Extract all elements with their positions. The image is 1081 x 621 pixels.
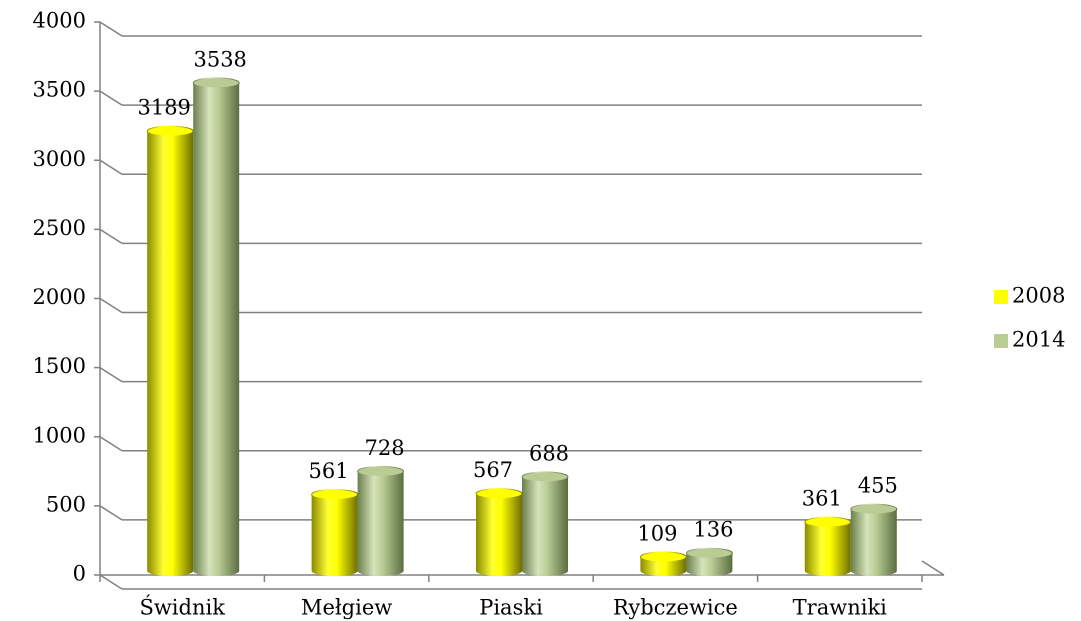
bar-top bbox=[850, 503, 898, 515]
legend-label: 2014 bbox=[1012, 328, 1065, 352]
grid-depth bbox=[99, 90, 123, 106]
y-tick-label: 1500 bbox=[33, 354, 86, 378]
grid-depth bbox=[99, 436, 123, 452]
data-label: 3189 bbox=[137, 96, 190, 120]
bar-top bbox=[639, 551, 687, 563]
bar-top bbox=[192, 77, 240, 89]
grid-depth bbox=[99, 297, 123, 314]
y-tick-label: 4000 bbox=[33, 9, 86, 33]
x-tick-label: Trawniki bbox=[793, 596, 888, 620]
bar-top bbox=[357, 465, 405, 477]
data-label: 455 bbox=[858, 474, 898, 498]
legend-swatch bbox=[994, 334, 1008, 348]
grid-depth bbox=[99, 228, 123, 245]
data-label: 561 bbox=[309, 459, 349, 483]
data-label: 567 bbox=[473, 458, 513, 482]
y-tick-label: 2500 bbox=[33, 216, 86, 240]
bar bbox=[311, 494, 358, 576]
x-tick-label: Mełgiew bbox=[301, 596, 392, 620]
grid-depth bbox=[99, 21, 123, 37]
bar-top bbox=[475, 488, 523, 500]
y-tick-label: 2000 bbox=[33, 285, 86, 309]
bar bbox=[357, 471, 404, 576]
legend-swatch bbox=[994, 290, 1008, 304]
grid-depth bbox=[99, 366, 123, 383]
bar bbox=[686, 553, 733, 576]
bar bbox=[850, 509, 897, 576]
grid-depth bbox=[99, 574, 123, 590]
data-label: 3538 bbox=[193, 47, 246, 71]
grid-depth bbox=[99, 159, 123, 175]
grid-depth bbox=[99, 505, 123, 521]
bar bbox=[476, 493, 522, 576]
bar-top bbox=[804, 516, 852, 528]
data-label: 136 bbox=[693, 518, 733, 542]
y-tick-label: 500 bbox=[46, 492, 86, 516]
data-label: 109 bbox=[637, 521, 677, 545]
floor-edge bbox=[921, 560, 945, 576]
bar bbox=[804, 522, 851, 576]
x-tick-label: Piaski bbox=[479, 596, 543, 620]
data-label: 728 bbox=[365, 436, 405, 460]
x-tick-label: Świdnik bbox=[139, 595, 225, 620]
data-label: 361 bbox=[802, 487, 842, 511]
bar-top bbox=[521, 471, 569, 483]
y-tick-label: 3000 bbox=[33, 147, 86, 171]
legend-label: 2008 bbox=[1012, 284, 1065, 308]
bar bbox=[522, 476, 568, 576]
bar-top bbox=[685, 547, 733, 559]
bar-top bbox=[311, 488, 359, 500]
y-tick-label: 1000 bbox=[33, 423, 86, 447]
bar-top bbox=[146, 125, 194, 137]
x-tick-label: Rybczewice bbox=[613, 596, 738, 620]
bar bbox=[193, 82, 240, 577]
y-tick-label: 0 bbox=[73, 562, 86, 586]
y-tick-label: 3500 bbox=[33, 78, 86, 102]
data-label: 688 bbox=[529, 441, 569, 465]
bar bbox=[147, 131, 194, 576]
